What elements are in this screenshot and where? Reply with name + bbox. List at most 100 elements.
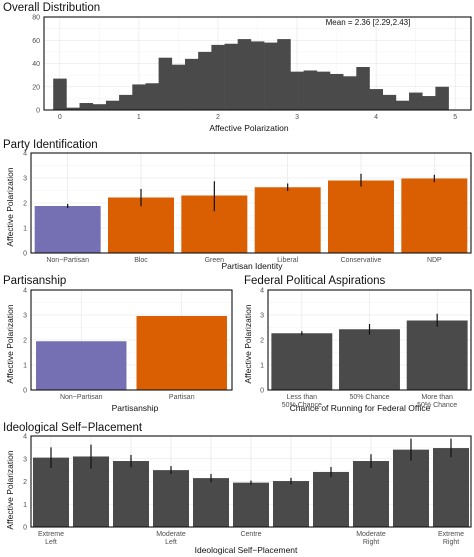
bar-chart-partisanship: 0 1 2 3 4 Non−Partisan Partisan: [23, 288, 233, 401]
y-tick-label: 3: [23, 176, 27, 183]
histogram-bar: [356, 66, 370, 110]
bar: [393, 449, 429, 527]
panel-title-partisanship: Partisanship: [3, 275, 66, 287]
histogram-bar: [316, 71, 331, 110]
y-tick-label: 4: [23, 151, 27, 158]
bar: [273, 481, 309, 527]
x-tick-label: Moderate Right: [356, 531, 386, 546]
histogram-bar: [132, 84, 146, 110]
panel-title-party: Party Identification: [3, 139, 98, 151]
x-tick-label: NDP: [427, 257, 442, 264]
bar: [328, 180, 394, 253]
x-tick-label: Green: [205, 257, 225, 264]
y-tick-label: 1: [23, 502, 27, 509]
histogram-bar: [395, 100, 410, 110]
histogram-bar: [211, 44, 225, 110]
panel-title-overall: Overall Distribution: [3, 2, 100, 14]
x-axis-title-ideology: Ideological Self−Placement: [195, 545, 298, 555]
bar: [406, 320, 468, 390]
y-tick-label: 40: [32, 61, 40, 68]
y-axis-title-party: Affective Polarization: [5, 167, 15, 246]
plot-frame: [30, 435, 472, 528]
histogram-bar: [171, 64, 186, 110]
bar: [113, 461, 149, 527]
x-tick-label: 3: [295, 114, 299, 121]
x-tick-label: 2: [216, 114, 220, 121]
histogram-bar: [66, 107, 80, 110]
bar: [353, 461, 389, 527]
y-tick-label: 60: [32, 38, 40, 45]
plot-frame: [30, 152, 472, 254]
plot-frame: [267, 289, 472, 391]
x-tick-label: Centre: [240, 531, 261, 538]
x-tick-label: 4: [374, 114, 378, 121]
x-tick-label: Extreme Left: [38, 531, 64, 546]
y-tick-label: 2: [260, 338, 264, 345]
y-tick-label: 1: [23, 226, 27, 233]
bar-chart-party: 0 1 2 3 4 Non−Partisan Bloc Green Liberal Conserv…: [23, 151, 472, 264]
histogram-bar: [224, 43, 239, 110]
x-tick-label: 50% Chance: [349, 394, 389, 401]
histogram-bar: [435, 86, 449, 110]
bar: [193, 478, 229, 527]
x-tick-label: Extreme Right: [438, 531, 464, 546]
histogram-bar: [237, 39, 252, 110]
y-tick-label: 1: [23, 363, 27, 370]
bar: [136, 316, 227, 390]
bar: [34, 206, 101, 253]
histogram-bar: [79, 103, 94, 110]
bar: [433, 448, 469, 527]
y-tick-label: 3: [23, 456, 27, 463]
x-tick-label: Less than 50% Chance: [282, 394, 322, 409]
y-axis-title-partisanship: Affective Polarization: [5, 304, 15, 383]
mean-annotation: Mean = 2.36 [2.29,2.43]: [326, 18, 411, 27]
histogram-bar: [53, 78, 67, 110]
y-tick-label: 4: [23, 288, 27, 295]
histogram-bar: [158, 57, 173, 110]
x-tick-label: Non−Partisan: [60, 394, 103, 401]
bar: [401, 178, 468, 253]
x-axis-title-party: Partisan Identity: [222, 261, 284, 271]
y-tick-label: 0: [23, 251, 27, 258]
y-tick-label: 4: [23, 434, 27, 441]
histogram-bar: [303, 70, 318, 110]
bar-chart-aspirations: 0 1 2 3 4 Less than 50% Chance 50% Chance More t…: [260, 288, 472, 409]
y-tick-label: 20: [32, 84, 40, 91]
x-tick-label: Liberal: [277, 257, 298, 264]
y-tick-label: 2: [23, 479, 27, 486]
y-tick-label: 2: [23, 338, 27, 345]
histogram-bar: [369, 89, 384, 110]
bar: [339, 329, 400, 390]
histogram-bar: [145, 83, 159, 110]
histogram-bar: [185, 58, 199, 110]
y-tick-label: 0: [260, 388, 264, 395]
y-tick-label: 2: [23, 201, 27, 208]
bar: [108, 197, 174, 253]
y-tick-label: 3: [23, 313, 27, 320]
histogram-bar: [422, 96, 436, 110]
histogram-bar: [250, 41, 265, 110]
bar: [33, 457, 69, 527]
histogram-bar: [264, 42, 278, 111]
x-tick-label: 1: [137, 114, 141, 121]
y-tick-label: 1: [260, 363, 264, 370]
bar: [36, 341, 127, 390]
y-tick-label: 4: [260, 288, 264, 295]
x-axis-title-aspirations: Chance of Running for Federal Office: [290, 403, 431, 413]
histogram-bar: [343, 76, 357, 110]
histogram-bar: [290, 71, 304, 110]
y-axis-title-aspirations: Affective Polarization: [243, 304, 253, 383]
bar-chart-ideology: 0 1 2 3 4 Extreme Left Moderate Left Centre Modera…: [23, 434, 472, 546]
y-tick-label: 0: [36, 108, 40, 115]
x-tick-label: Bloc: [134, 257, 148, 264]
histogram-bar: [92, 104, 107, 110]
histogram-bar: [409, 92, 423, 110]
panel-title-aspirations: Federal Political Aspirations: [244, 275, 386, 287]
x-tick-label: Moderate Left: [156, 531, 186, 546]
y-tick-label: 0: [23, 388, 27, 395]
panel-title-ideology: Ideological Self−Placement: [3, 422, 143, 434]
bar: [313, 471, 349, 527]
bar: [233, 482, 269, 527]
y-tick-label: 3: [260, 313, 264, 320]
